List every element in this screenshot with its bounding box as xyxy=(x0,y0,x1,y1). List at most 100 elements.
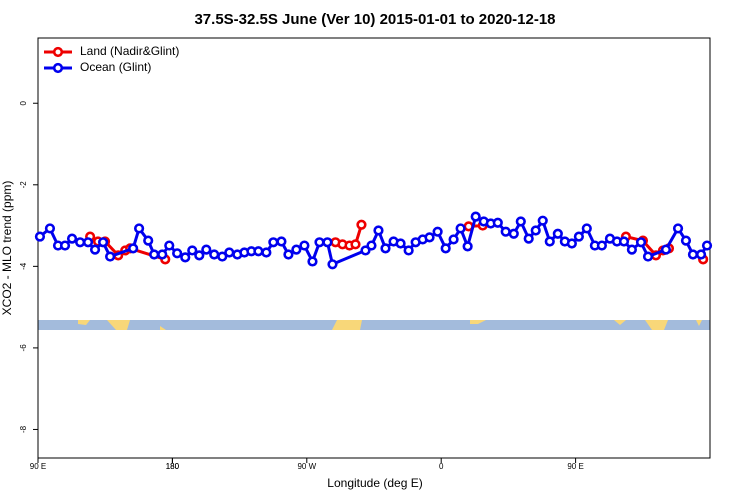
data-point xyxy=(307,256,318,267)
data-point xyxy=(75,237,86,248)
data-point xyxy=(492,217,503,228)
data-point xyxy=(440,243,451,254)
chart-title: 37.5S-32.5S June (Ver 10) 2015-01-01 to … xyxy=(194,11,555,28)
ocean-strip xyxy=(38,320,710,330)
data-point xyxy=(157,249,168,260)
x-tick-label: 90 W xyxy=(297,462,316,471)
y-tick-label: -2 xyxy=(19,181,28,189)
land xyxy=(78,320,90,325)
data-point xyxy=(194,250,205,261)
y-axis-label: XCO2 - MLO trend (ppm) xyxy=(0,181,14,316)
data-point xyxy=(322,237,333,248)
data-point xyxy=(201,244,212,255)
data-point xyxy=(373,225,384,236)
data-point xyxy=(635,237,647,248)
data-point xyxy=(276,236,287,247)
data-point xyxy=(291,244,302,255)
data-point xyxy=(209,249,220,260)
data-point xyxy=(327,259,338,270)
series xyxy=(34,211,713,270)
y-tick-label: -6 xyxy=(19,344,28,352)
map-strip xyxy=(38,320,710,330)
land xyxy=(470,320,486,324)
y-tick-label: -8 xyxy=(19,425,28,433)
x-tick-label: 180 xyxy=(166,462,180,471)
legend-label: Ocean (Glint) xyxy=(80,60,151,74)
data-point xyxy=(98,237,109,248)
land xyxy=(696,320,702,326)
data-point xyxy=(180,252,191,263)
x-tick-label: 90 E xyxy=(30,462,46,471)
data-point xyxy=(366,240,377,251)
x-axis-label: Longitude (deg E) xyxy=(327,476,422,490)
land xyxy=(645,320,668,330)
data-point xyxy=(380,243,391,254)
x-tick-label: 90 E xyxy=(567,462,583,471)
data-point xyxy=(701,240,713,251)
data-point xyxy=(530,225,541,236)
data-point xyxy=(133,223,145,234)
data-point xyxy=(618,236,630,247)
data-point xyxy=(432,226,443,237)
x-tick-label: 180 xyxy=(166,462,180,471)
data-point xyxy=(89,244,101,255)
data-point xyxy=(566,238,577,249)
data-point xyxy=(626,244,637,255)
legend-marker xyxy=(52,46,64,58)
data-point xyxy=(44,223,56,234)
y-tick-label: -4 xyxy=(19,262,28,270)
data-point xyxy=(283,249,294,260)
data-point xyxy=(672,223,684,234)
data-point xyxy=(695,249,707,260)
data-point xyxy=(680,235,692,246)
data-point xyxy=(660,244,672,255)
legend-marker xyxy=(52,62,64,74)
data-point xyxy=(299,240,310,251)
data-point xyxy=(500,226,511,237)
data-point xyxy=(105,251,116,262)
data-point xyxy=(462,241,473,252)
data-point xyxy=(59,240,71,251)
data-point xyxy=(544,236,555,247)
legend-label: Land (Nadir&Glint) xyxy=(80,44,179,58)
data-point xyxy=(261,247,272,258)
data-point xyxy=(642,251,654,262)
data-point xyxy=(82,237,94,248)
data-point xyxy=(268,237,279,248)
data-point xyxy=(687,249,699,260)
data-point xyxy=(128,243,139,254)
data-point xyxy=(523,233,534,244)
land xyxy=(107,320,130,330)
data-point xyxy=(164,240,175,251)
data-point xyxy=(515,216,526,227)
data-point xyxy=(395,238,406,249)
data-point xyxy=(350,239,361,250)
data-point xyxy=(470,211,481,222)
data-point xyxy=(581,223,592,234)
data-point xyxy=(424,232,435,243)
y-tick-label: 0 xyxy=(19,100,28,105)
data-point xyxy=(217,251,228,262)
land xyxy=(614,320,626,325)
data-point xyxy=(253,246,264,257)
land xyxy=(332,320,362,330)
data-point xyxy=(356,219,367,230)
data-point xyxy=(187,245,198,256)
data-point xyxy=(448,234,459,245)
data-point xyxy=(66,233,78,244)
data-point xyxy=(314,237,325,248)
data-point xyxy=(224,247,235,258)
data-point xyxy=(34,231,46,242)
data-point xyxy=(149,249,160,260)
data-point xyxy=(508,228,519,239)
data-point xyxy=(573,231,584,242)
data-point xyxy=(143,235,154,246)
land xyxy=(160,326,166,330)
data-point xyxy=(552,228,563,239)
x-tick-label: 0 xyxy=(439,462,444,471)
data-point xyxy=(172,248,183,259)
data-point xyxy=(596,240,607,251)
data-point xyxy=(455,223,466,234)
data-point xyxy=(537,215,548,226)
